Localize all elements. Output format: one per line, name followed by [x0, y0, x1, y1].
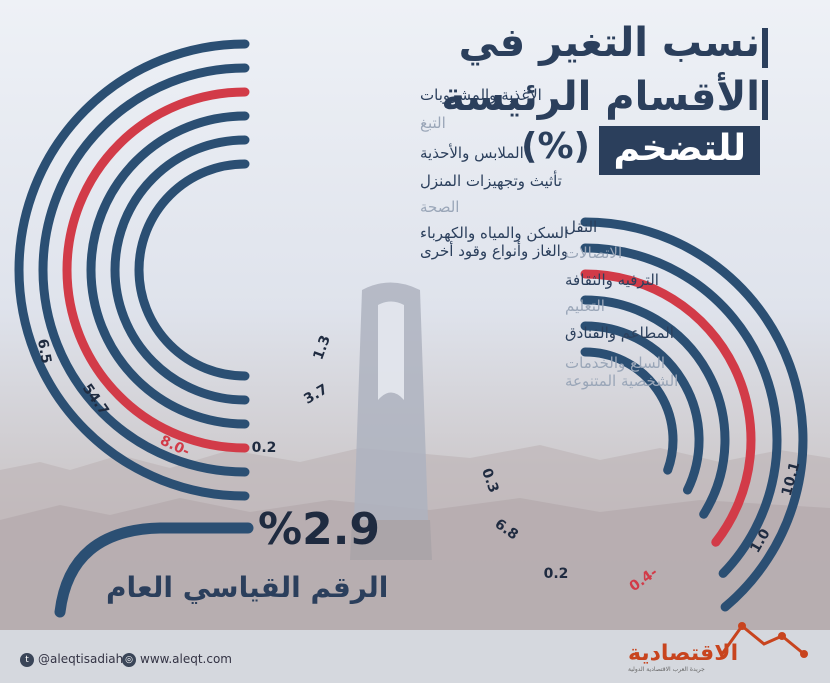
- value-label: 0.2: [544, 566, 569, 582]
- title-accent-bar: [762, 80, 768, 120]
- category-label: الملابس والأحذية: [420, 143, 524, 162]
- arc-1-1: [14, 39, 250, 501]
- chart-title-unit: (%): [521, 126, 590, 167]
- category-label: الأغذية والمشروبات: [420, 85, 542, 104]
- category-label: النقل: [565, 218, 597, 236]
- arc-2-4: [580, 295, 730, 519]
- footer-bar: [0, 622, 830, 683]
- general-index-value: %2.9: [258, 504, 381, 555]
- title-accent-bar: [762, 28, 768, 68]
- arc-2-1: [580, 217, 808, 612]
- category-label: المطاعم والفنادق: [565, 324, 674, 342]
- chart-title-line-1: نسب التغير في: [458, 20, 760, 66]
- category-label: التعليم: [565, 297, 605, 315]
- arc-2-2: [580, 243, 782, 578]
- category-label: الاتصالات: [565, 244, 622, 262]
- category-label: الترفيه والثقافة: [565, 271, 659, 289]
- category-label: السكن والمياه والكهرباء: [420, 224, 568, 242]
- value-label: 1.3: [310, 333, 334, 362]
- arc-1-2: [38, 63, 250, 477]
- category-label: والغاز وأنواع وقود أخرى: [420, 241, 568, 260]
- arc-2-3: [580, 269, 756, 547]
- arc-1-6: [134, 159, 250, 381]
- brand-logo-subtitle: جريدة العرب الاقتصادية الدولية: [628, 666, 705, 673]
- globe-icon[interactable]: ◎: [122, 653, 136, 667]
- brand-logo: الاقتصادية: [628, 641, 739, 666]
- value-label: 0.2: [252, 440, 277, 456]
- category-label: الشخصية المتنوعة: [565, 372, 678, 390]
- twitter-handle[interactable]: @aleqtisadiah: [38, 652, 124, 666]
- chart-title-line-3: للتضخم: [599, 126, 760, 175]
- category-label: الصحة: [420, 198, 459, 216]
- value-label: 0.3: [478, 466, 502, 495]
- arc-1-4: [86, 111, 250, 429]
- category-label: التبغ: [420, 114, 446, 132]
- value-label: 6.5: [34, 338, 54, 365]
- category-label: تأثيث وتجهيزات المنزل: [420, 170, 562, 190]
- category-label: السلع والخدمات: [565, 354, 665, 372]
- website-link[interactable]: www.aleqt.com: [140, 652, 232, 666]
- arc-1-3: [62, 87, 250, 453]
- chart-title-line-2: الأقسام الرئيسة: [441, 74, 760, 120]
- trend-line-icon: [720, 622, 808, 658]
- general-index-label: الرقم القياسي العام: [106, 571, 389, 604]
- arc-1-5: [110, 135, 250, 405]
- arc-2-5: [580, 321, 704, 495]
- arc-2-6: [580, 347, 678, 475]
- twitter-icon[interactable]: t: [20, 653, 34, 667]
